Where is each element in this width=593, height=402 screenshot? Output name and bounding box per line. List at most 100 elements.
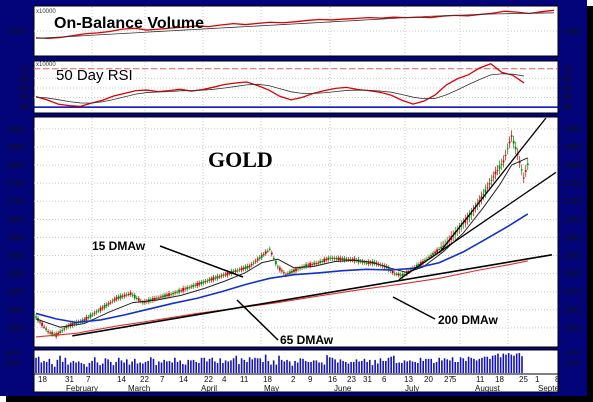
price-candles <box>35 130 529 339</box>
volume-bar <box>494 355 497 373</box>
price-candle <box>196 282 199 286</box>
price-candle <box>43 326 45 328</box>
volume-bar <box>238 364 240 373</box>
rsi-title: 50 Day RSI <box>56 67 133 84</box>
price-tick-label-right: 1850 <box>563 143 581 152</box>
volume-bar <box>192 359 195 373</box>
volume-bar <box>120 360 123 373</box>
price-candle <box>39 321 41 323</box>
month-label: July <box>405 384 419 393</box>
volume-bar <box>518 353 521 373</box>
price-candle <box>331 257 334 259</box>
price-candle <box>428 256 430 258</box>
price-panel <box>33 116 559 348</box>
price-candle <box>420 261 422 265</box>
volume-bar <box>395 363 398 373</box>
volume-bar <box>422 360 424 373</box>
steep-trend-line <box>438 117 547 254</box>
price-candle <box>323 258 326 263</box>
price-candle <box>510 135 513 137</box>
price-candle <box>387 267 390 271</box>
x-tick-label: 31 <box>363 375 372 384</box>
price-candle <box>192 284 195 287</box>
price-tick-label-right: 1800 <box>563 161 581 170</box>
price-candle <box>464 219 467 223</box>
price-candle <box>260 254 263 258</box>
price-candle <box>283 272 285 274</box>
volume-bar <box>441 360 443 373</box>
volume-bar <box>107 359 109 373</box>
price-candle <box>462 223 465 225</box>
rsi-tick-label-right: 50 <box>563 103 572 112</box>
volume-bar <box>227 361 230 373</box>
volume-bar <box>88 363 91 373</box>
price-candle <box>115 297 118 300</box>
volume-bar <box>368 359 371 373</box>
volume-bar <box>275 364 278 373</box>
price-candle <box>131 294 134 296</box>
volume-bar <box>307 361 310 373</box>
price-candle <box>85 316 88 321</box>
200-dmaw-line <box>35 260 528 338</box>
volume-bar <box>99 365 101 373</box>
price-tick-label-left: 1600 <box>7 233 25 242</box>
volume-bar <box>328 357 331 373</box>
volume-bar <box>109 361 112 373</box>
price-candle <box>87 317 90 319</box>
price-candle <box>361 261 364 263</box>
price-candle <box>61 330 64 332</box>
volume-bar <box>144 361 147 373</box>
volume-bar <box>219 358 222 373</box>
volume-bar <box>174 357 176 373</box>
volume-bar <box>179 360 181 373</box>
volume-bar <box>64 357 67 373</box>
price-candle <box>299 267 301 269</box>
volume-bar <box>128 364 131 373</box>
volume-bar <box>72 360 75 373</box>
price-candle <box>143 301 146 303</box>
rsi-scale-marker: x10000 <box>36 62 56 68</box>
pointer-200-dmaw <box>392 296 436 320</box>
volume-bar <box>502 353 505 373</box>
price-candle <box>391 270 394 274</box>
volume-bar <box>166 361 168 373</box>
price-candle <box>440 246 443 249</box>
price-candle <box>295 268 297 272</box>
price-candle <box>63 328 66 330</box>
volume-bar <box>347 363 350 373</box>
price-candle <box>520 169 523 171</box>
price-candle <box>59 331 62 333</box>
volume-bar <box>171 362 173 373</box>
price-candle <box>220 275 223 277</box>
volume-bar <box>37 356 40 373</box>
price-candle <box>395 274 398 276</box>
volume-bar <box>198 363 200 373</box>
price-candle <box>141 302 144 304</box>
price-candle <box>236 270 239 272</box>
volume-bar <box>184 364 187 373</box>
volume-bar <box>112 365 115 373</box>
volume-bar <box>427 358 430 373</box>
price-candle <box>432 253 434 256</box>
price-candle <box>176 291 178 293</box>
price-candle <box>109 302 112 304</box>
volume-bar <box>465 360 467 373</box>
volume-bar <box>475 360 478 373</box>
rsi-tick-label-right: 55 <box>563 94 572 103</box>
price-candle <box>49 332 52 334</box>
price-candle <box>274 260 277 265</box>
price-candle <box>240 267 243 271</box>
price-candle <box>252 262 255 264</box>
volume-bar <box>206 361 208 373</box>
volume-bar <box>499 357 502 373</box>
volume-bar <box>150 357 152 373</box>
price-candle <box>83 319 86 321</box>
price-tick-label-right: 1650 <box>563 215 581 224</box>
price-candle <box>268 248 271 250</box>
price-candle <box>117 296 120 299</box>
volume-bar <box>93 357 96 373</box>
price-title: GOLD <box>208 147 273 172</box>
obv-title: On-Balance Volume <box>54 15 204 32</box>
month-label: February <box>66 384 98 393</box>
